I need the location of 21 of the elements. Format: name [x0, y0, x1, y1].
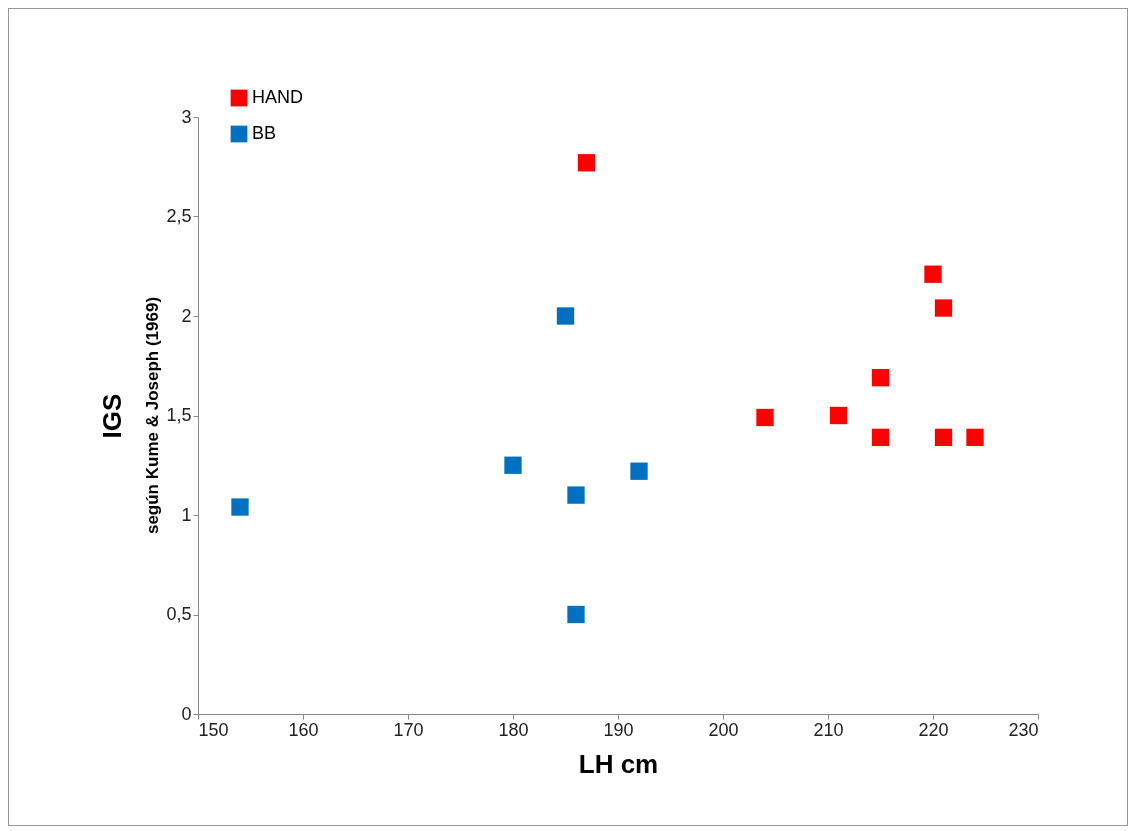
- x-tick-label: 180: [498, 719, 529, 740]
- x-tick-label: 210: [813, 719, 844, 740]
- y-tick-label: 0,5: [166, 604, 192, 624]
- y-tick-label: 2: [181, 305, 192, 326]
- x-tick-label: 150: [198, 719, 229, 740]
- text: según Kume & Joseph (1969): [143, 296, 162, 535]
- legend-label: HAND: [252, 87, 304, 107]
- legend-label: BB: [252, 123, 277, 143]
- x-tick-label: 190: [603, 719, 634, 740]
- x-axis-title: LH cm: [578, 748, 659, 779]
- x-tick-label: 220: [918, 719, 949, 740]
- y-tick-label: 2,5: [166, 206, 192, 226]
- y-tick-label: 1: [181, 504, 192, 525]
- x-tick-label: 170: [393, 719, 424, 740]
- x-tick-label: 230: [1008, 719, 1039, 740]
- x-tick-label: 160: [288, 719, 319, 740]
- y-tick-label: 1,5: [166, 405, 192, 425]
- y-axis-title: IGS: [97, 393, 128, 439]
- x-tick-label: 200: [708, 719, 739, 740]
- y-tick-label: 3: [181, 106, 192, 127]
- y-tick-label: 0: [181, 703, 192, 724]
